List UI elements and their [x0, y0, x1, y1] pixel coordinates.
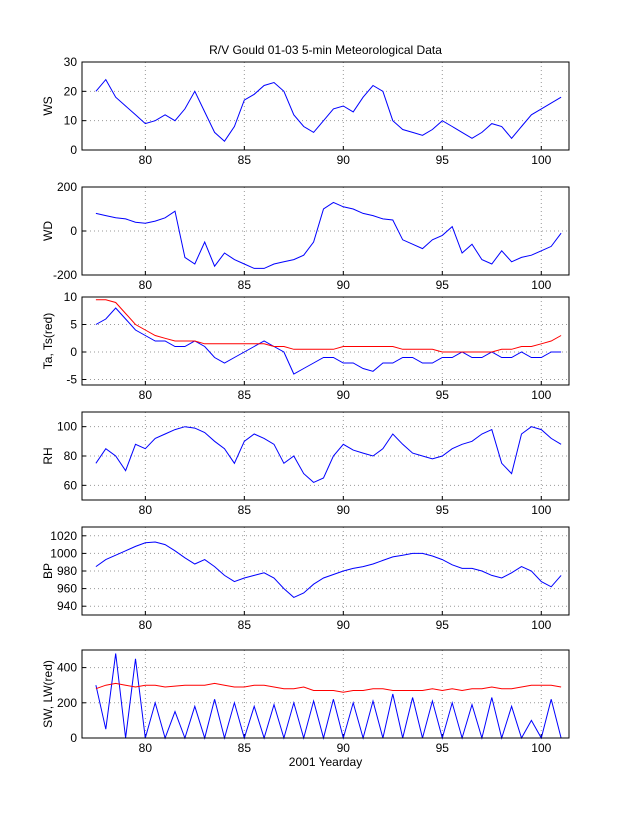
- x-tick-label: 100: [531, 741, 551, 755]
- y-axis-label: WS: [41, 96, 55, 115]
- y-tick-label: 400: [57, 661, 77, 675]
- x-tick-label: 100: [531, 618, 551, 632]
- data-line: [95, 78, 562, 142]
- y-tick-label: -5: [66, 373, 77, 387]
- data-line: [95, 307, 562, 375]
- data-line: [95, 682, 562, 693]
- x-tick-label: 100: [531, 278, 551, 292]
- x-axis-label: 2001 Yearday: [289, 755, 362, 769]
- x-tick-label: 100: [531, 503, 551, 517]
- y-axis-label: SW, LW(red): [41, 660, 55, 728]
- plot-frame: [81, 61, 570, 151]
- y-axis-label: RH: [41, 447, 55, 464]
- data-line: [95, 541, 562, 598]
- y-tick-label: 0: [70, 731, 77, 745]
- x-tick-label: 80: [139, 503, 153, 517]
- x-tick-label: 90: [337, 153, 351, 167]
- x-tick-label: 85: [238, 388, 252, 402]
- y-tick-label: 1000: [50, 546, 77, 560]
- plot-frame: [81, 186, 570, 276]
- y-tick-label: 940: [57, 599, 77, 613]
- y-tick-label: 960: [57, 582, 77, 596]
- y-axis-label: Ta, Ts(red): [41, 313, 55, 369]
- data-line: [95, 299, 562, 353]
- y-tick-label: 100: [57, 420, 77, 434]
- x-tick-label: 95: [436, 153, 450, 167]
- y-tick-label: 5: [70, 318, 77, 332]
- x-tick-label: 85: [238, 503, 252, 517]
- x-tick-label: 80: [139, 388, 153, 402]
- x-tick-label: 90: [337, 503, 351, 517]
- plot-area: [82, 650, 569, 738]
- x-tick-label: 90: [337, 618, 351, 632]
- x-tick-label: 80: [139, 741, 153, 755]
- plot-frame: [81, 526, 570, 616]
- data-line: [95, 426, 562, 483]
- x-tick-label: 80: [139, 153, 153, 167]
- y-tick-label: 10: [64, 290, 78, 304]
- x-tick-label: 100: [531, 153, 551, 167]
- y-tick-label: 0: [70, 143, 77, 157]
- x-tick-label: 80: [139, 278, 153, 292]
- y-axis-label: WD: [41, 221, 55, 241]
- x-tick-label: 95: [436, 618, 450, 632]
- plot-area: [82, 412, 569, 500]
- plot-area: [82, 187, 569, 275]
- y-tick-label: 60: [64, 478, 78, 492]
- x-tick-label: 95: [436, 278, 450, 292]
- x-tick-label: 80: [139, 618, 153, 632]
- y-tick-label: 200: [57, 696, 77, 710]
- y-tick-label: 0: [70, 345, 77, 359]
- x-tick-label: 90: [337, 388, 351, 402]
- plot-frame: [81, 296, 570, 386]
- x-tick-label: 95: [436, 741, 450, 755]
- x-tick-label: 90: [337, 278, 351, 292]
- y-tick-label: 980: [57, 564, 77, 578]
- plot-frame: [81, 649, 570, 739]
- y-tick-label: 10: [64, 114, 78, 128]
- y-tick-label: -200: [53, 268, 77, 282]
- x-tick-label: 85: [238, 278, 252, 292]
- y-tick-label: 30: [64, 55, 78, 69]
- y-axis-label: BP: [41, 563, 55, 579]
- x-tick-label: 95: [436, 503, 450, 517]
- chart-title: R/V Gould 01-03 5-min Meteorological Dat…: [209, 43, 442, 57]
- plot-area: [82, 62, 569, 150]
- x-tick-label: 95: [436, 388, 450, 402]
- x-tick-label: 85: [238, 153, 252, 167]
- data-line: [95, 653, 562, 740]
- x-tick-label: 90: [337, 741, 351, 755]
- y-tick-label: 0: [70, 224, 77, 238]
- y-tick-label: 80: [64, 449, 78, 463]
- y-tick-label: 20: [64, 84, 78, 98]
- x-tick-label: 85: [238, 741, 252, 755]
- y-tick-label: 1020: [50, 529, 77, 543]
- plot-area: [82, 527, 569, 615]
- y-tick-label: 200: [57, 180, 77, 194]
- x-tick-label: 85: [238, 618, 252, 632]
- plot-frame: [81, 411, 570, 501]
- data-line: [95, 201, 562, 269]
- x-tick-label: 100: [531, 388, 551, 402]
